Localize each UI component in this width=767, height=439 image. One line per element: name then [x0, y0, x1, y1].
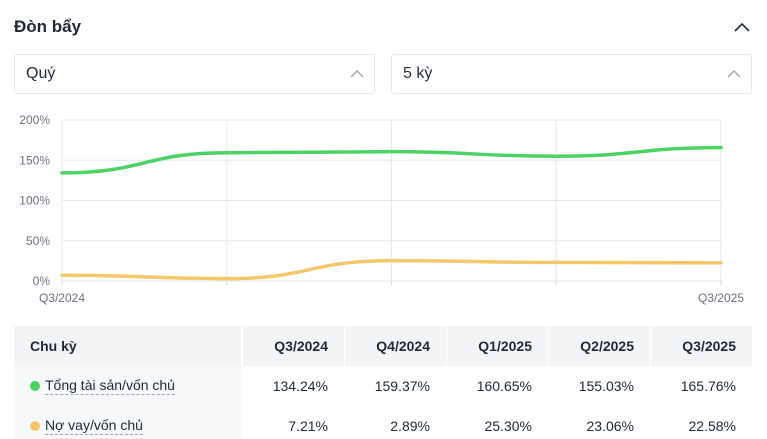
- leverage-table: Chu kỳ Q3/2024 Q4/2024 Q1/2025 Q2/2025 Q…: [14, 326, 752, 439]
- y-tick-label: 50%: [26, 234, 50, 248]
- table-cell: 25.30%: [446, 406, 548, 439]
- series-dot-yellow: [30, 421, 40, 431]
- table-cell: 7.21%: [242, 406, 344, 439]
- table-row: Tổng tài sản/vốn chủ 134.24% 159.37% 160…: [14, 366, 752, 406]
- chevron-up-icon: [350, 70, 364, 78]
- table-cell: 134.24%: [242, 366, 344, 406]
- table-row: Nợ vay/vốn chủ 7.21% 2.89% 25.30% 23.06%…: [14, 406, 752, 439]
- y-tick-label: 0%: [33, 274, 51, 288]
- metric-label-cell: Nợ vay/vốn chủ: [14, 406, 242, 439]
- series-line-debt-equity: [60, 258, 723, 281]
- line-chart-svg: 200% 150% 100% 50% 0% Q3/2024 Q3/2025: [19, 113, 744, 305]
- table-cell: 165.76%: [650, 366, 752, 406]
- table-header-row: Chu kỳ Q3/2024 Q4/2024 Q1/2025 Q2/2025 Q…: [14, 326, 752, 366]
- chevron-up-icon: [734, 22, 750, 32]
- column-header: Q3/2024: [242, 326, 344, 366]
- x-tick-label: Q3/2025: [698, 291, 744, 305]
- metric-label-cell: Tổng tài sản/vốn chủ: [14, 366, 242, 406]
- column-header: Q3/2025: [650, 326, 752, 366]
- table-cell: 155.03%: [548, 366, 650, 406]
- table-cell: 160.65%: [446, 366, 548, 406]
- table-cell: 22.58%: [650, 406, 752, 439]
- y-tick-label: 100%: [19, 194, 50, 208]
- leverage-chart: 200% 150% 100% 50% 0% Q3/2024 Q3/2025: [0, 108, 767, 308]
- period-type-value: Quý: [26, 65, 56, 82]
- table-cell: 2.89%: [344, 406, 446, 439]
- table-cell: 23.06%: [548, 406, 650, 439]
- series-dot-green: [30, 381, 40, 391]
- x-tick-label: Q3/2024: [39, 291, 85, 305]
- metric-name[interactable]: Tổng tài sản/vốn chủ: [45, 377, 175, 395]
- filter-bar: Quý 5 kỳ: [14, 54, 752, 94]
- chevron-up-icon: [727, 70, 741, 78]
- column-header: Q4/2024: [344, 326, 446, 366]
- metric-name[interactable]: Nợ vay/vốn chủ: [45, 417, 143, 435]
- series-line-total-assets-equity: [60, 145, 723, 175]
- y-tick-label: 200%: [19, 113, 50, 127]
- column-header: Q1/2025: [446, 326, 548, 366]
- period-type-select[interactable]: Quý: [14, 54, 375, 94]
- section-title: Đòn bẩy: [14, 17, 82, 36]
- column-header: Q2/2025: [548, 326, 650, 366]
- period-count-value: 5 kỳ: [403, 65, 433, 82]
- section-header: Đòn bẩy: [14, 14, 753, 40]
- y-tick-label: 150%: [19, 153, 50, 167]
- period-header: Chu kỳ: [14, 326, 242, 366]
- table-cell: 159.37%: [344, 366, 446, 406]
- period-count-select[interactable]: 5 kỳ: [391, 54, 752, 94]
- collapse-button[interactable]: [731, 16, 753, 38]
